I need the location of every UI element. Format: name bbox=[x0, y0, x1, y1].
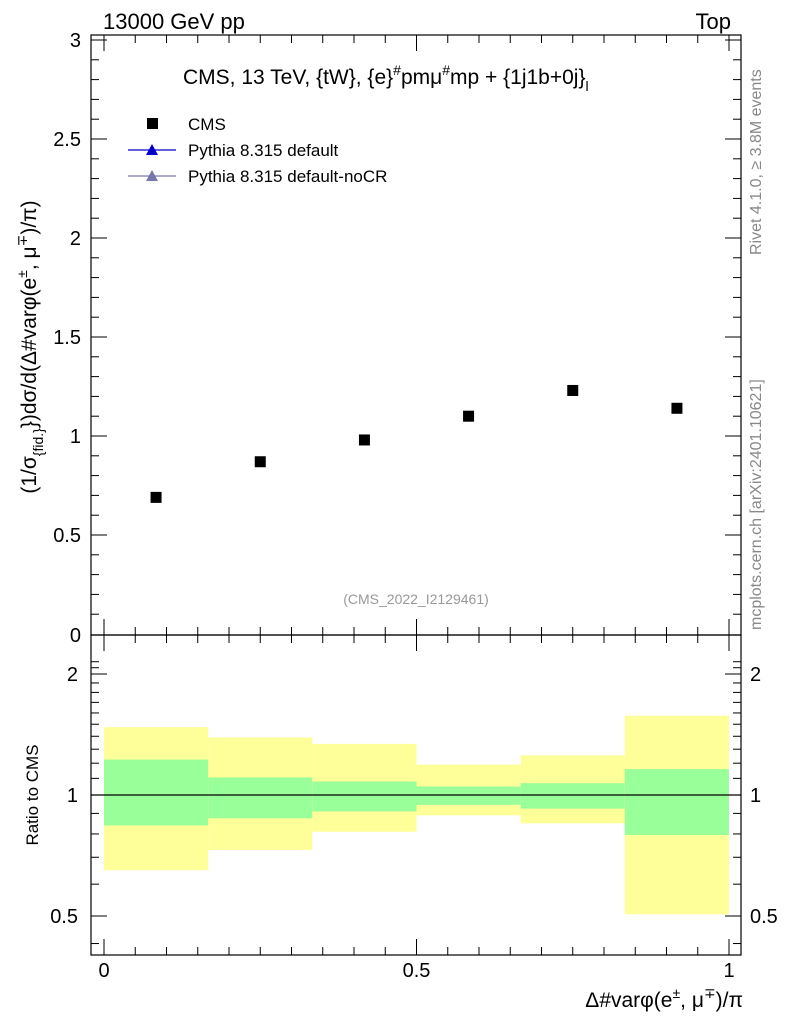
mcplots-label: mcplots.cern.ch [arXiv:2401.10621] bbox=[748, 379, 765, 630]
main-y-tick-label: 1.5 bbox=[53, 327, 81, 349]
legend-marker-pythia-nocr bbox=[146, 170, 158, 181]
ratio-inner-band bbox=[312, 781, 417, 812]
data-point-cms bbox=[254, 456, 266, 468]
ratio-panel: 0.5 0.5 1 1 2 2 0 0.5 1 Ratio to CMS Δ#varφ(e±, … bbox=[23, 634, 778, 1012]
ratio-inner-band bbox=[416, 786, 521, 805]
legend-label-cms: CMS bbox=[188, 115, 226, 134]
ratio-inner-band bbox=[520, 783, 625, 809]
legend-marker-cms bbox=[147, 118, 158, 129]
main-y-axis-label: (1/σ{fid.}})dσ/d(Δ#varφ(e±, μ∓)/π) bbox=[14, 200, 46, 493]
ratio-ticks: 0.5 0.5 1 1 2 2 0 0.5 1 bbox=[50, 635, 778, 982]
legend-label-pythia-nocr: Pythia 8.315 default-noCR bbox=[188, 167, 387, 186]
main-y-tick-label: 2.5 bbox=[53, 129, 81, 151]
x-tick-label: 0.5 bbox=[403, 960, 431, 982]
main-ticks: 0.5 1 1.5 2 2.5 3 bbox=[53, 30, 741, 635]
main-y-tick-label: 0.5 bbox=[53, 525, 81, 547]
x-tick-label: 1 bbox=[723, 960, 734, 982]
ratio-inner-band bbox=[104, 759, 209, 826]
data-point-cms bbox=[463, 410, 475, 422]
ratio-y-axis-label: Ratio to CMS bbox=[23, 744, 42, 845]
ratio-bands bbox=[104, 715, 729, 915]
main-data-points bbox=[150, 384, 683, 503]
data-point-cms bbox=[150, 491, 162, 503]
ratio-y-tick-label-right: 2 bbox=[750, 664, 761, 686]
header-right: Top bbox=[696, 9, 731, 34]
ratio-inner-band bbox=[208, 777, 313, 819]
data-point-cms bbox=[671, 402, 683, 414]
analysis-watermark: (CMS_2022_I2129461) bbox=[343, 591, 489, 607]
header-left: 13000 GeV pp bbox=[103, 9, 245, 34]
x-axis-label: Δ#varφ(e±, μ∓)/π bbox=[585, 985, 743, 1012]
main-y-tick-label: 3 bbox=[70, 30, 81, 52]
main-panel: CMS, 13 TeV, {tW}, {e}#pmμ#mp + {1j1b+0j… bbox=[14, 30, 742, 647]
ratio-y-tick-label-left: 0.5 bbox=[50, 906, 78, 928]
x-tick-label: 0 bbox=[98, 960, 109, 982]
main-y-tick-label-zero: 0 bbox=[70, 625, 81, 647]
main-y-tick-label: 2 bbox=[70, 228, 81, 250]
rivet-label: Rivet 4.1.0, ≥ 3.8M events bbox=[748, 69, 765, 255]
legend: CMS Pythia 8.315 default Pythia 8.315 de… bbox=[128, 115, 387, 186]
data-point-cms bbox=[567, 384, 579, 396]
ratio-inner-band bbox=[624, 769, 729, 836]
ratio-y-tick-label-left: 1 bbox=[67, 785, 78, 807]
ratio-y-tick-label-right: 1 bbox=[750, 785, 761, 807]
ratio-y-tick-label-right: 0.5 bbox=[750, 906, 778, 928]
legend-marker-pythia-default bbox=[146, 144, 158, 155]
chart-title: CMS, 13 TeV, {tW}, {e}#pmμ#mp + {1j1b+0j… bbox=[183, 62, 589, 94]
legend-label-pythia-default: Pythia 8.315 default bbox=[188, 141, 339, 160]
data-point-cms bbox=[358, 434, 370, 446]
main-y-tick-label: 1 bbox=[70, 426, 81, 448]
ratio-y-tick-label-left: 2 bbox=[67, 664, 78, 686]
